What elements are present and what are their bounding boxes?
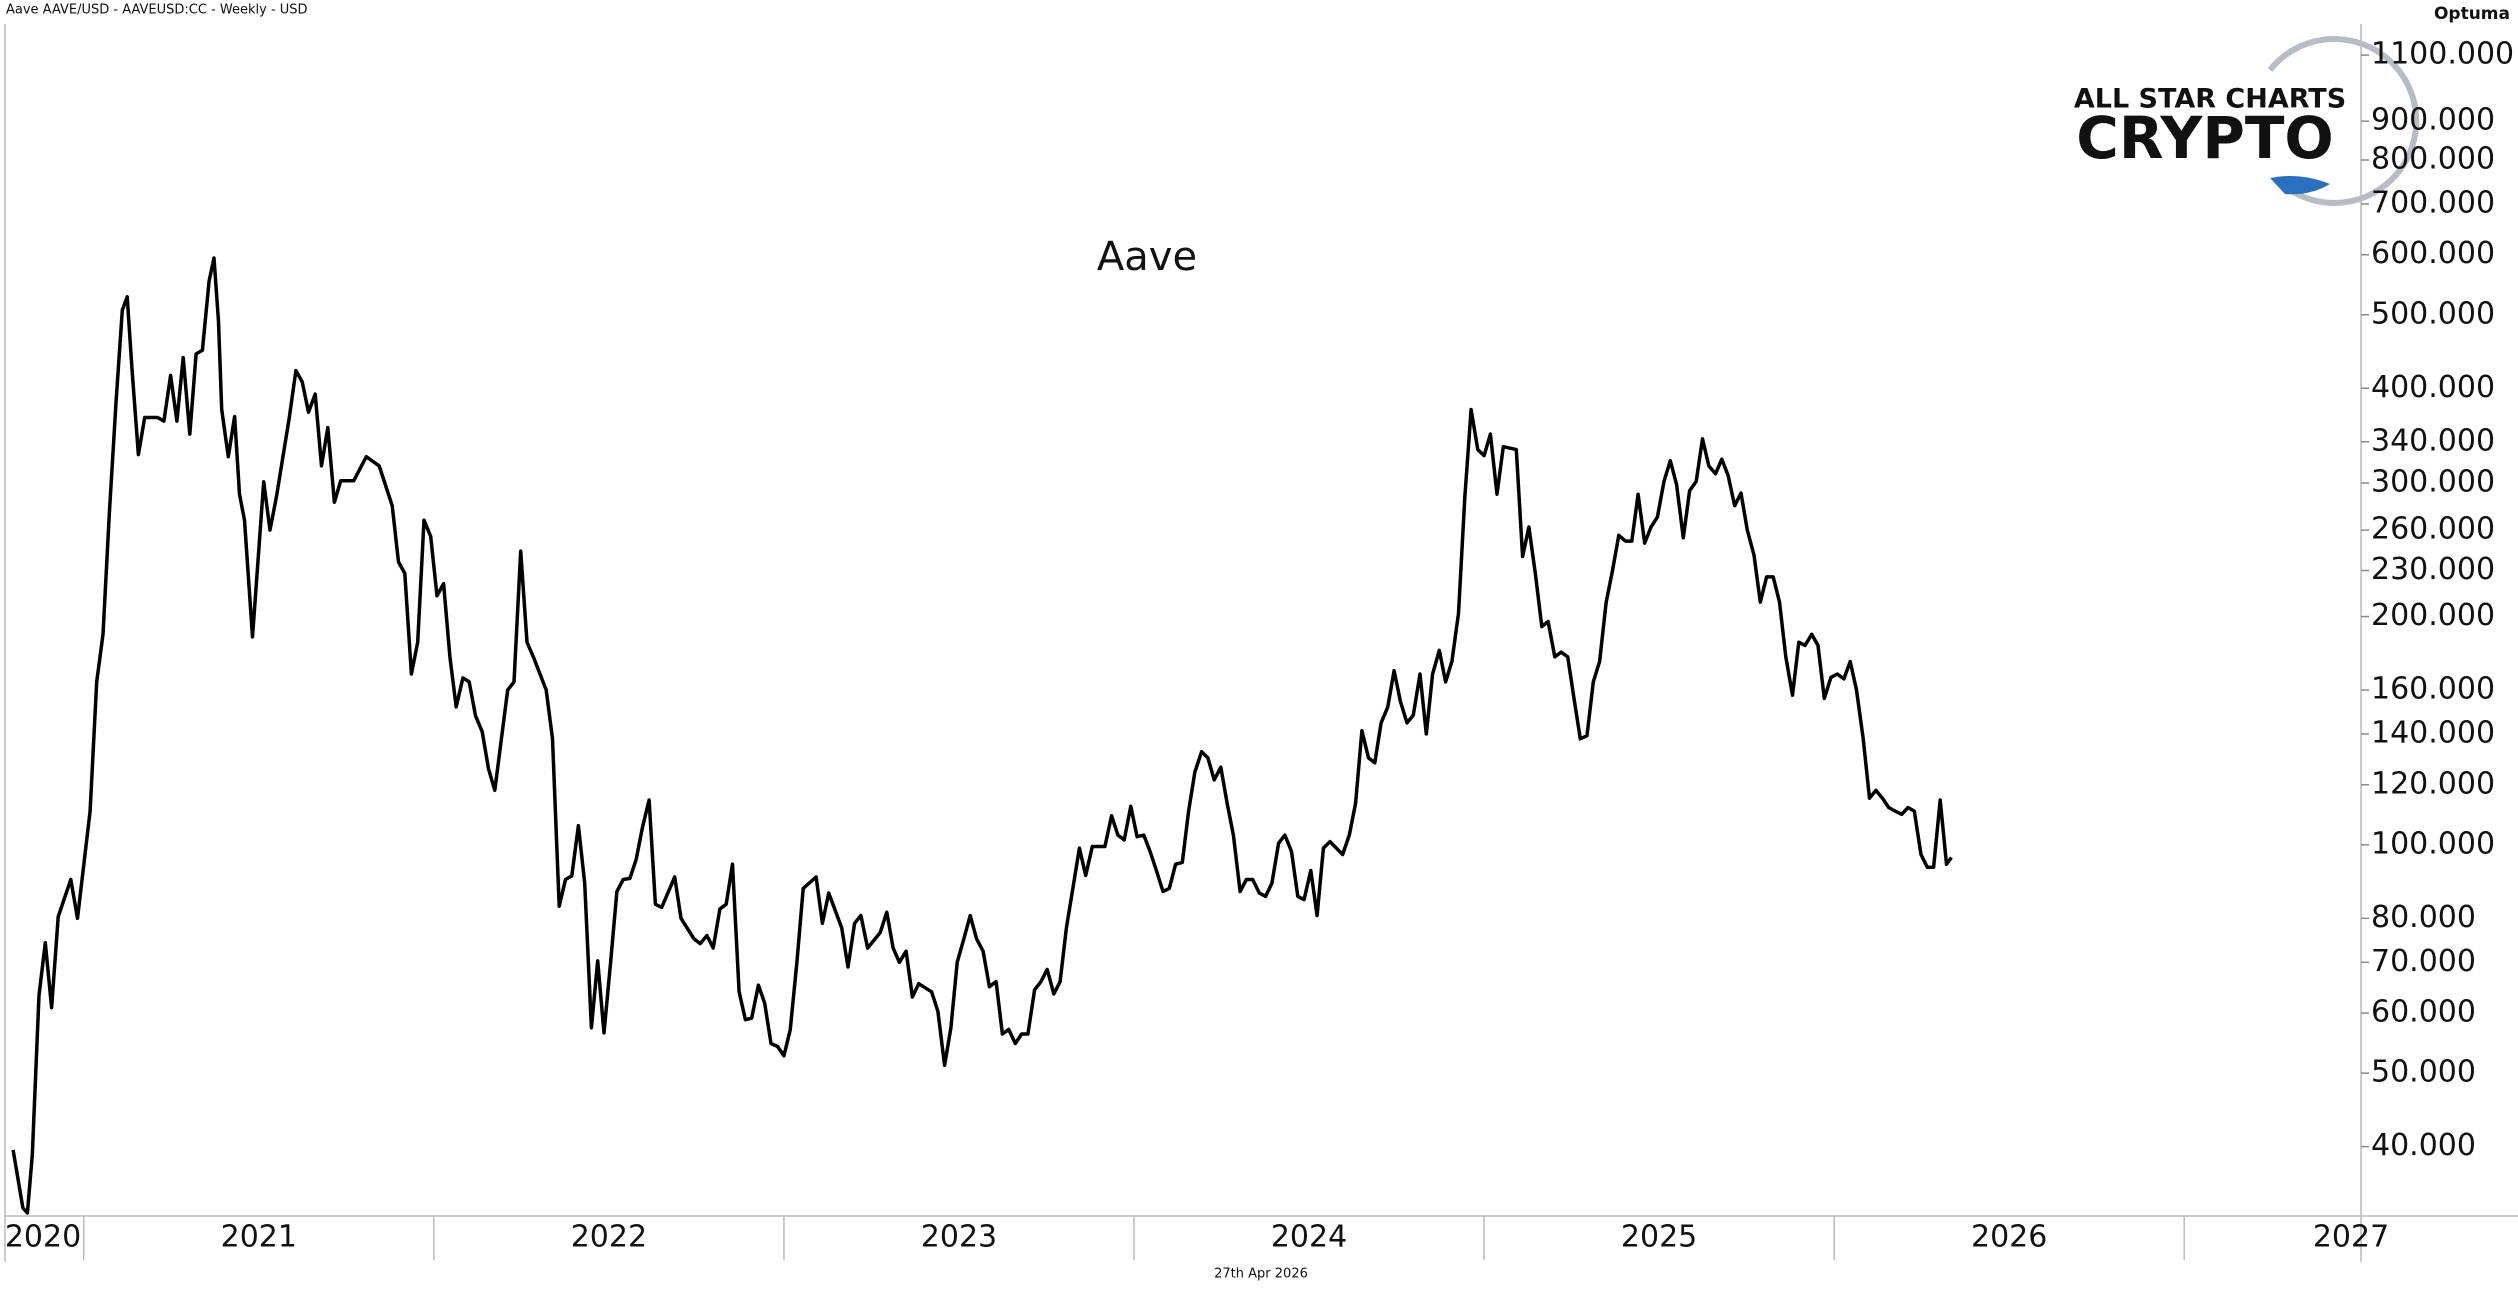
y-tick-label: 140.000 [2371,716,2495,751]
y-tick-label: 100.000 [2371,826,2495,861]
y-tick-label: 230.000 [2371,552,2495,587]
y-tick-label: 260.000 [2371,512,2495,547]
y-tick-label: 40.000 [2371,1128,2476,1163]
x-tick-label: 2021 [221,1220,297,1255]
y-tick-label: 400.000 [2371,370,2495,405]
logo-line2: CRYPTO [2076,104,2333,172]
x-tick-label: 2020 [5,1220,81,1255]
x-tick-label: 2026 [1971,1220,2047,1255]
y-tick-label: 80.000 [2371,900,2476,935]
logo-arc [2267,35,2420,206]
y-tick-label: 600.000 [2371,236,2495,271]
chart-caption: Aave AAVE/USD - AAVEUSD:CC - Weekly - US… [6,3,308,18]
logo-whale [2270,176,2330,195]
y-tick-label: 120.000 [2371,766,2495,801]
date-label: 27th Apr 2026 [1214,1267,1308,1282]
y-tick-label: 300.000 [2371,465,2495,500]
y-tick-label: 60.000 [2371,995,2476,1030]
price-line [11,256,1953,1215]
x-tick-label: 2023 [921,1220,997,1255]
y-tick-label: 500.000 [2371,296,2495,331]
y-tick-label: 50.000 [2371,1055,2476,1090]
y-tick-label: 1100.000 [2371,37,2514,72]
y-tick-label: 700.000 [2371,185,2495,220]
y-tick-label: 800.000 [2371,141,2495,176]
brand: Optuma [2434,4,2510,24]
x-tick-label: 2024 [1271,1220,1347,1255]
logo-line1: ALL STAR CHARTS [2074,84,2346,115]
y-tick-label: 160.000 [2371,672,2495,707]
y-tick-label: 900.000 [2371,103,2495,138]
y-tick-label: 340.000 [2371,423,2495,458]
x-tick-label: 2027 [2313,1220,2389,1255]
y-tick-label: 200.000 [2371,598,2495,633]
x-tick-label: 2022 [571,1220,647,1255]
x-tick-label: 2025 [1621,1220,1697,1255]
logo: ALL STAR CHARTS CRYPTO [2074,35,2420,206]
y-tick-label: 70.000 [2371,944,2476,979]
chart-title: Aave [1097,234,1197,280]
